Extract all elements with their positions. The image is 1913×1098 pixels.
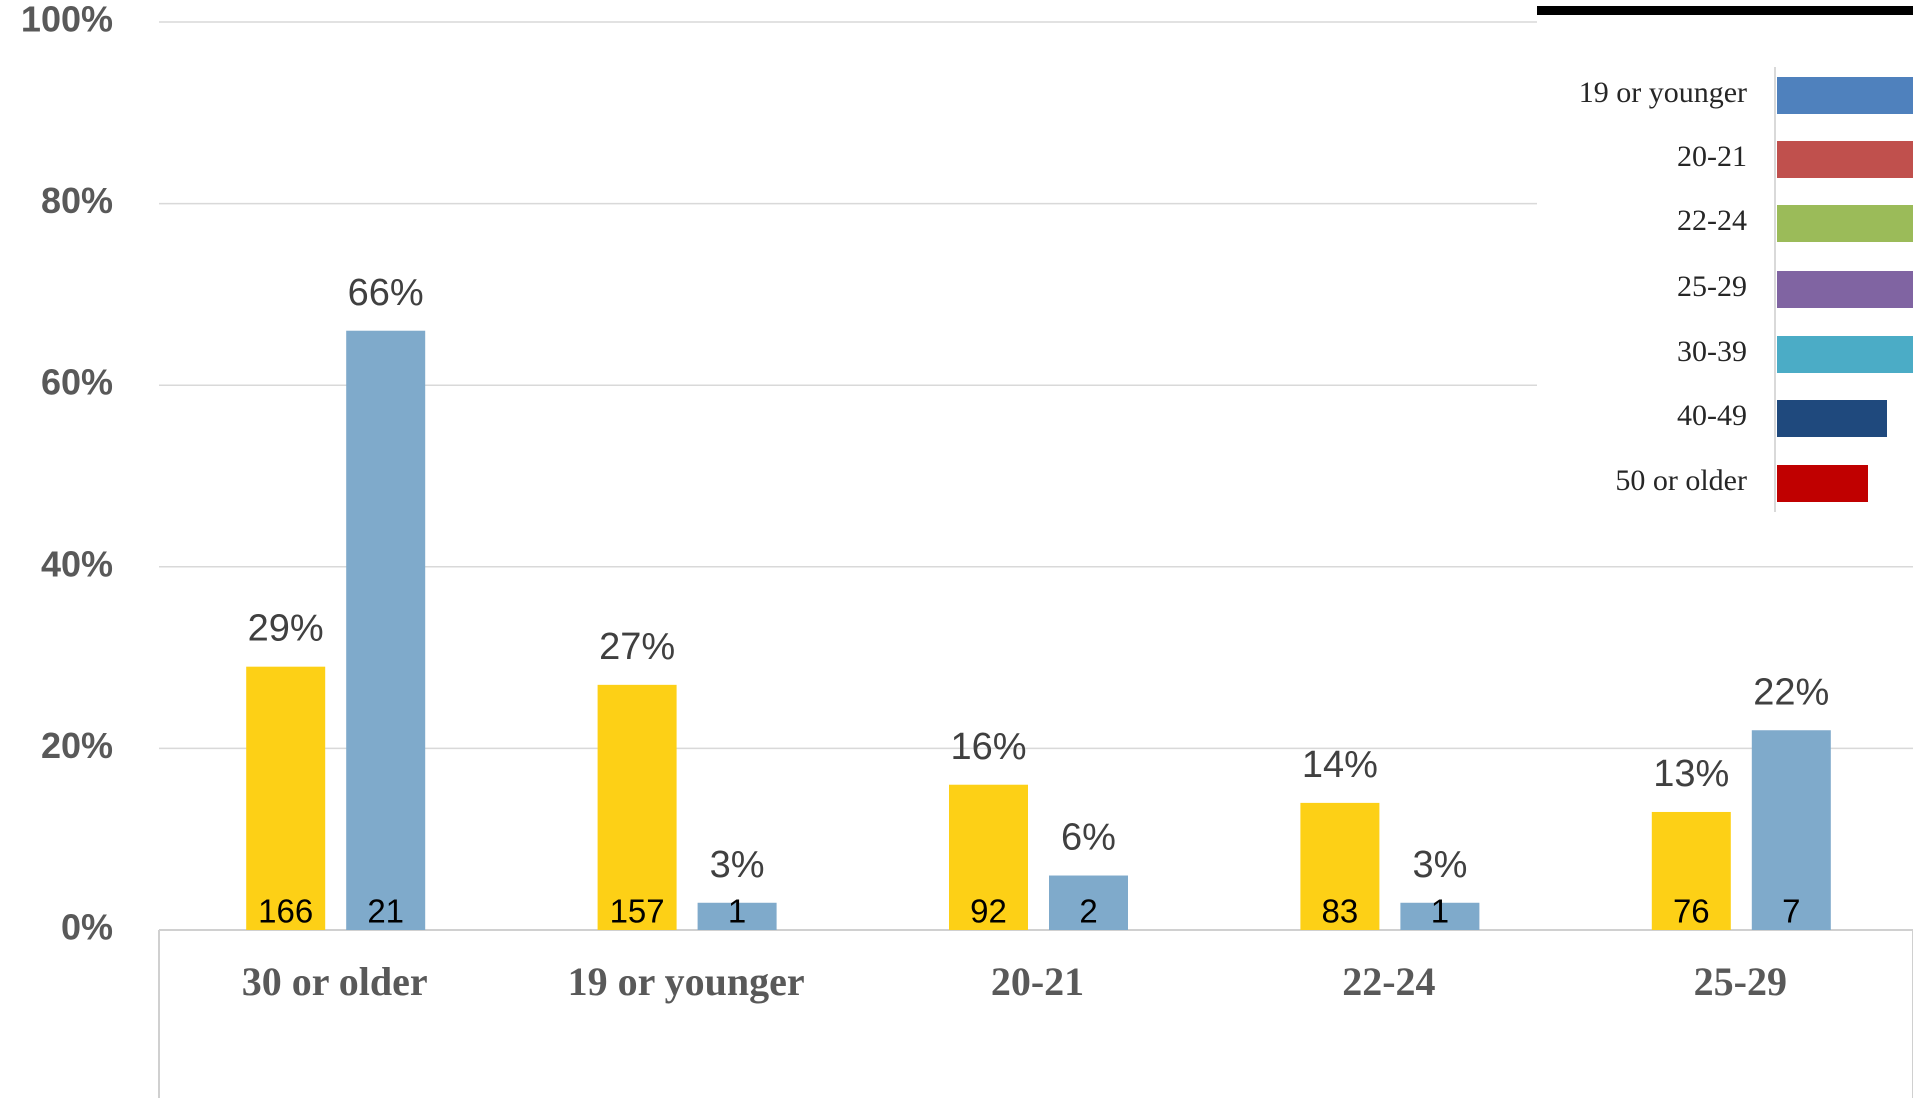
inset-rule: [1537, 6, 1913, 15]
inset-bar: [1777, 400, 1887, 437]
value-label: 14%: [1302, 744, 1378, 786]
value-label: 6%: [1061, 817, 1116, 859]
inset-bar: [1777, 271, 1913, 308]
value-label: 3%: [1412, 844, 1467, 886]
count-label: 21: [367, 893, 404, 930]
bar: [1300, 802, 1380, 930]
inset-label: 40-49: [1677, 399, 1747, 432]
bar: [1651, 811, 1731, 930]
bar: [246, 666, 326, 930]
inset-bar: [1777, 336, 1913, 373]
y-tick-label: 40%: [41, 543, 113, 584]
count-label: 1: [728, 893, 746, 930]
count-label: 2: [1079, 893, 1097, 930]
y-tick-label: 60%: [41, 362, 113, 403]
inset-label: 30-39: [1677, 335, 1747, 368]
inset-bar: [1777, 465, 1868, 502]
inset-bar: [1777, 205, 1913, 242]
x-tick-label: 25-29: [1694, 959, 1787, 1004]
bar: [597, 684, 677, 930]
count-label: 76: [1673, 893, 1710, 930]
bar: [1400, 902, 1480, 930]
value-label: 22%: [1753, 671, 1829, 713]
bar: [1751, 730, 1831, 930]
y-tick-label: 20%: [41, 725, 113, 766]
x-tick-label: 19 or younger: [568, 959, 805, 1004]
inset-label: 20-21: [1677, 140, 1747, 173]
inset-label: 19 or younger: [1579, 76, 1747, 109]
category-box: [158, 929, 1913, 1098]
value-label: 3%: [710, 844, 765, 886]
x-tick-label: 22-24: [1342, 959, 1435, 1004]
count-label: 92: [970, 893, 1007, 930]
inset-label: 50 or older: [1615, 464, 1747, 497]
bar: [697, 902, 777, 930]
x-tick-label: 30 or older: [242, 959, 428, 1004]
x-tick-label: 20-21: [991, 959, 1084, 1004]
grid: 0% 20% 40% 60% 80% 100%: [21, 0, 1913, 948]
value-label: 16%: [950, 726, 1026, 768]
bar: [346, 330, 426, 931]
value-label: 27%: [599, 626, 675, 668]
bar: [949, 784, 1028, 930]
value-label: 13%: [1653, 753, 1729, 795]
value-label: 66%: [348, 272, 424, 314]
count-label: 1: [1431, 893, 1449, 930]
inset-bar: [1777, 77, 1913, 114]
y-tick-label: 100%: [21, 0, 113, 40]
value-label: 29%: [248, 608, 324, 650]
inset-label: 25-29: [1677, 270, 1747, 303]
y-tick-label: 0%: [61, 907, 113, 948]
bar: [1049, 875, 1128, 930]
inset: 19 or younger 20-21 22-24 25-29 30-39 40-49 50…: [1537, 0, 1913, 561]
count-label: 157: [610, 893, 665, 930]
y-tick-label: 80%: [41, 180, 113, 221]
inset-bar: [1777, 141, 1913, 178]
inset-label: 22-24: [1677, 204, 1747, 237]
count-label: 83: [1322, 893, 1359, 930]
count-label: 7: [1782, 893, 1800, 930]
count-label: 166: [258, 893, 313, 930]
